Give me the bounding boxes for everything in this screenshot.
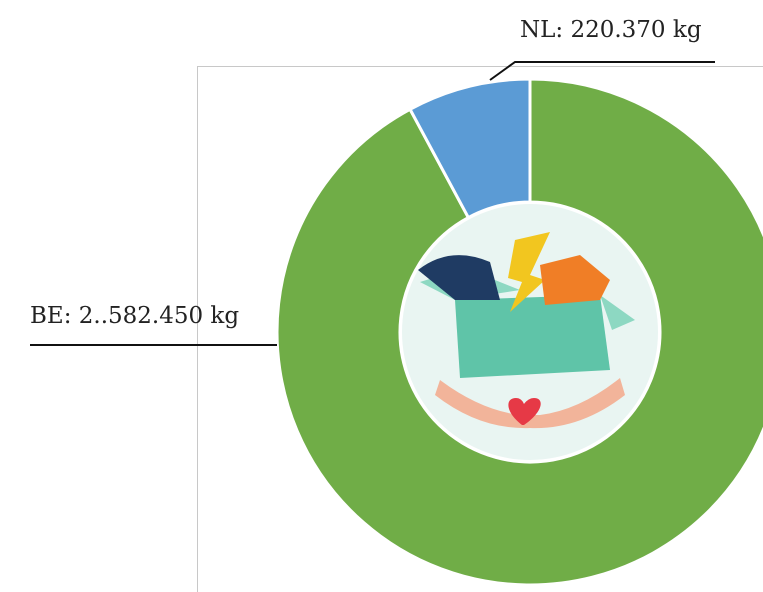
chart: NL: 220.370 kg BE: 2..582.450 kg (0, 0, 763, 592)
data-label: BE: 2..582.450 kg (30, 303, 239, 329)
leader-line (490, 62, 715, 80)
center-illustration (402, 204, 658, 460)
data-label: NL: 220.370 kg (520, 17, 702, 43)
